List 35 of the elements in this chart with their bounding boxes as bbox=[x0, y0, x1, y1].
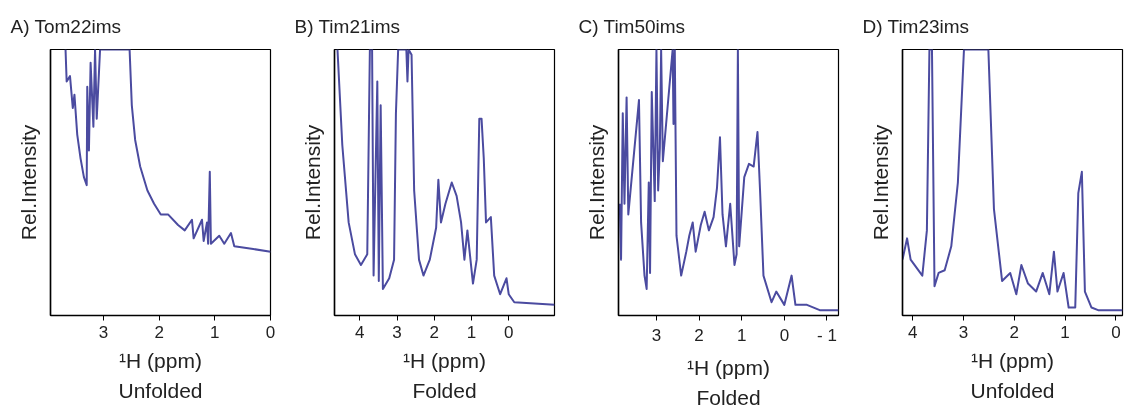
x-tick-label: 0 bbox=[265, 322, 276, 342]
x-tick-label: 1 bbox=[466, 322, 477, 342]
x-tick-label: 4 bbox=[907, 322, 918, 342]
chart-title: A) Tom22ims bbox=[10, 15, 122, 37]
y-axis-title: Rel.Intensity bbox=[584, 124, 608, 241]
text: Unfolded bbox=[970, 378, 1055, 402]
text: Folded bbox=[412, 378, 477, 402]
x-axis-title: ¹H (ppm) bbox=[119, 348, 202, 372]
x-tick-label: 0 bbox=[503, 322, 514, 342]
x-tick-label: 0 bbox=[779, 325, 790, 345]
x-tick-label: 3 bbox=[958, 322, 969, 342]
y-axis-title: Rel.Intensity bbox=[300, 124, 324, 241]
chart-title: B) Tim21ims bbox=[294, 15, 401, 37]
x-tick-label: 3 bbox=[651, 325, 662, 345]
x-axis-title: ¹H (ppm) bbox=[971, 348, 1054, 372]
text: Folded bbox=[696, 385, 761, 409]
x-tick-label: 2 bbox=[1009, 322, 1020, 342]
x-axis-title: ¹H (ppm) bbox=[687, 355, 770, 379]
x-tick-label: 1 bbox=[210, 322, 220, 342]
x-tick-label: - 1 bbox=[817, 325, 837, 345]
x-tick-label: 2 bbox=[154, 322, 164, 342]
x-tick-label: 1 bbox=[736, 325, 747, 345]
x-tick-label: 4 bbox=[355, 322, 365, 342]
x-tick-label: 2 bbox=[429, 322, 439, 342]
y-axis-title: Rel.Intensity bbox=[16, 124, 40, 241]
chart-title: D) Tim23ims bbox=[862, 15, 970, 37]
x-tick-label: 3 bbox=[392, 322, 402, 342]
x-axis-title: ¹H (ppm) bbox=[403, 348, 486, 372]
y-axis-title: Rel.Intensity bbox=[868, 124, 892, 241]
x-tick-label: 1 bbox=[1060, 322, 1070, 342]
x-tick-label: 3 bbox=[98, 322, 109, 342]
x-tick-label: 2 bbox=[694, 325, 704, 345]
chart-title: C) Tim50ims bbox=[578, 15, 686, 37]
x-tick-label: 0 bbox=[1111, 322, 1121, 342]
text: Unfolded bbox=[118, 378, 203, 402]
